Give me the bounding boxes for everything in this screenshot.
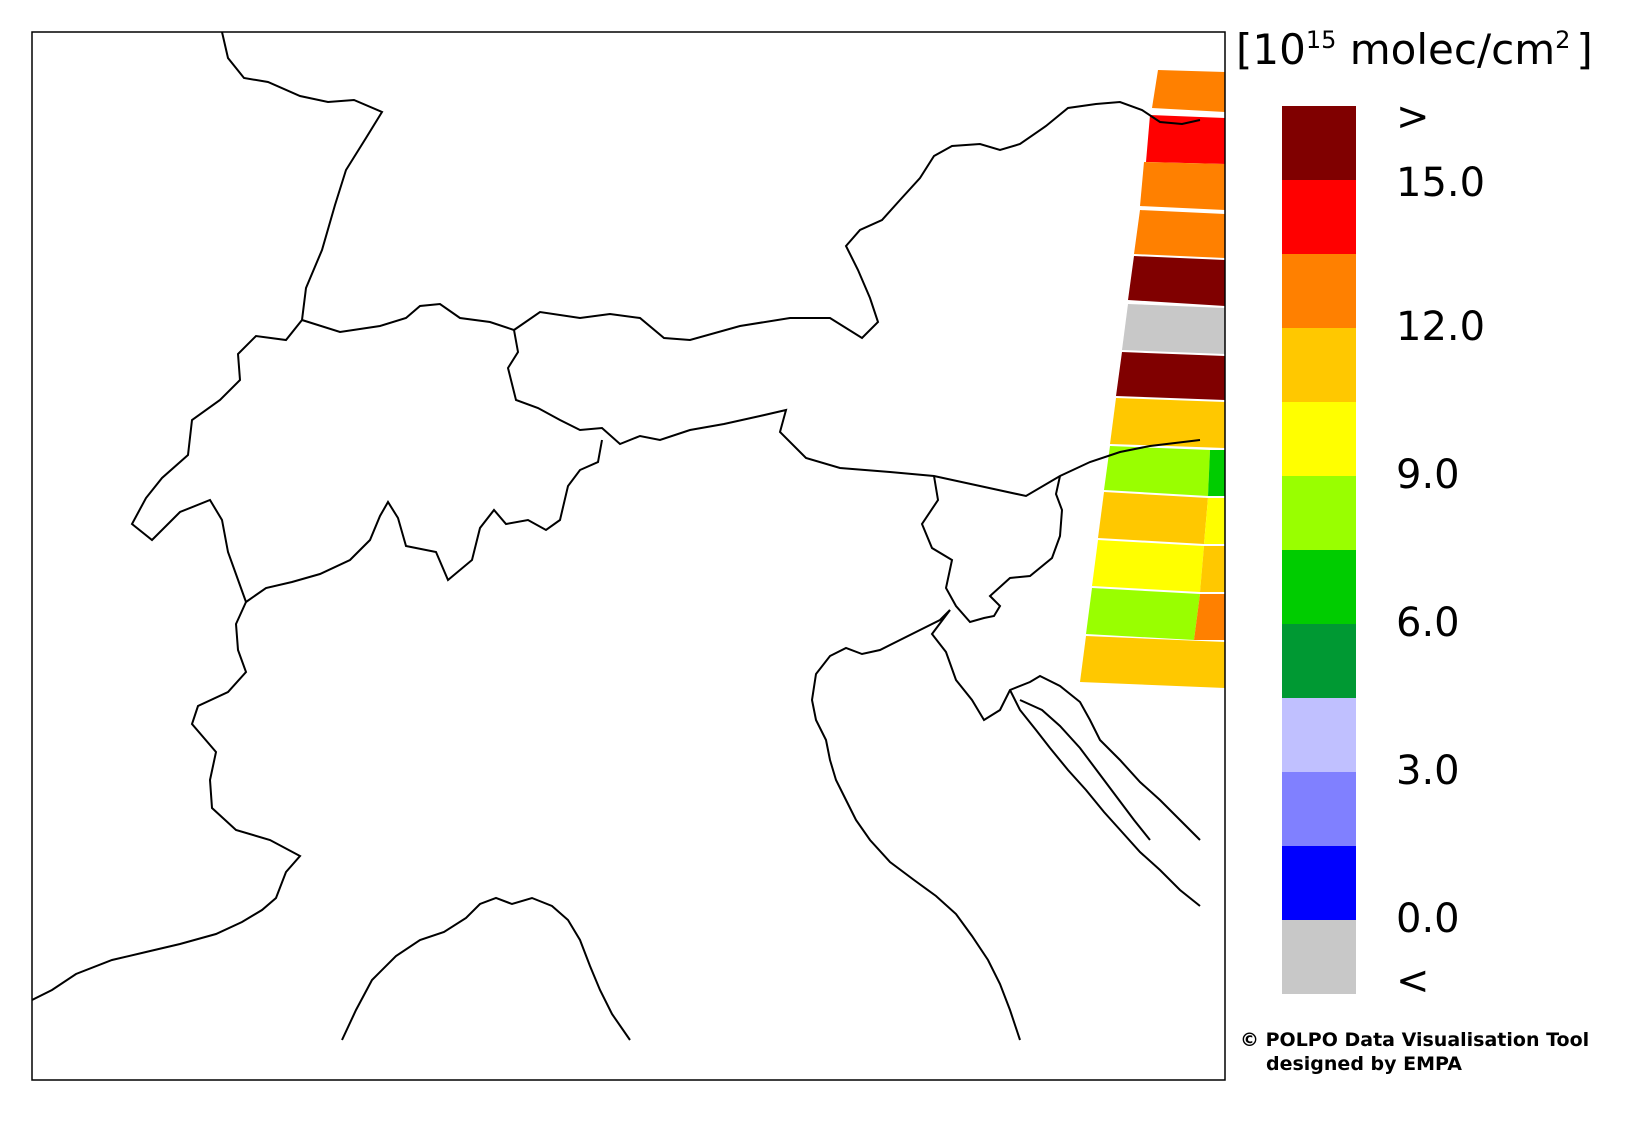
coastline-layer [341, 609, 1201, 1041]
coastline [1019, 699, 1151, 841]
colorbar-swatch [1282, 180, 1356, 254]
map-frame [31, 31, 1226, 1081]
unit-exponent-2: 2 [1555, 26, 1570, 54]
coastline [1009, 689, 1201, 907]
colorbar-swatch [1282, 772, 1356, 846]
no2-pixel [1092, 540, 1204, 592]
colorbar-label-6: 6.0 [1396, 600, 1460, 646]
colorbar-label-under: < [1396, 958, 1430, 1004]
credit-line-1: © POLPO Data Visualisation Tool [1240, 1029, 1589, 1051]
no2-pixel [1208, 450, 1225, 496]
credit-line-2: designed by EMPA [1266, 1053, 1462, 1075]
colorbar-swatch [1282, 254, 1356, 328]
colorbar-label-9: 9.0 [1396, 452, 1460, 498]
no2-pixel [1128, 256, 1225, 306]
no2-pixel [1134, 210, 1225, 258]
colorbar-swatch [1282, 846, 1356, 920]
no2-pixel [1116, 352, 1225, 400]
no2-pixel [1104, 446, 1210, 496]
no2-pixel [1086, 588, 1200, 640]
country-border [513, 100, 1201, 342]
no2-pixel [1098, 492, 1208, 544]
no2-pixel [1200, 546, 1225, 592]
country-border [32, 601, 302, 1001]
country-border [245, 439, 603, 603]
colorbar-swatch [1282, 550, 1356, 624]
no2-pixel [1152, 70, 1225, 112]
colorbar-label-15: 15.0 [1396, 160, 1485, 206]
colorbar [1282, 106, 1356, 994]
no2-pixel [1080, 636, 1225, 688]
colorbar-label-0: 0.0 [1396, 896, 1460, 942]
no2-pixel [1194, 594, 1225, 640]
unit-open: [10 [1236, 25, 1306, 74]
country-border [221, 32, 384, 321]
no2-pixel [1204, 498, 1225, 544]
colorbar-swatch [1282, 920, 1356, 994]
country-border [920, 475, 1064, 624]
no2-pixel [1140, 162, 1225, 210]
unit-close: ] [1576, 25, 1592, 74]
colorbar-swatch [1282, 328, 1356, 402]
country-border [130, 319, 303, 603]
colorbar-label-over: > [1396, 94, 1430, 140]
colorbar-swatch [1282, 624, 1356, 698]
country-border [930, 609, 1201, 841]
no2-pixel [1122, 304, 1225, 354]
coastline [810, 609, 1021, 1041]
colorbar-swatch [1282, 106, 1356, 180]
colorbar-swatch [1282, 402, 1356, 476]
colorbar-swatch [1282, 476, 1356, 550]
legend-unit-title: [1015 molec/cm2] [1236, 25, 1593, 74]
colorbar-labels: > 15.0 12.0 9.0 6.0 3.0 0.0 < [1396, 94, 1485, 1004]
no2-pixel-layer [1080, 70, 1225, 688]
colorbar-label-12: 12.0 [1396, 304, 1485, 350]
country-border-layer [32, 32, 1201, 1001]
no2-pixel [1110, 398, 1225, 448]
coastline [341, 896, 631, 1041]
unit-exponent: 15 [1306, 26, 1337, 54]
unit-rest: molec/cm [1336, 25, 1555, 74]
no2-pixel [1146, 115, 1225, 164]
colorbar-swatch [1282, 698, 1356, 772]
colorbar-label-3: 3.0 [1396, 748, 1460, 794]
country-border [301, 302, 1201, 498]
